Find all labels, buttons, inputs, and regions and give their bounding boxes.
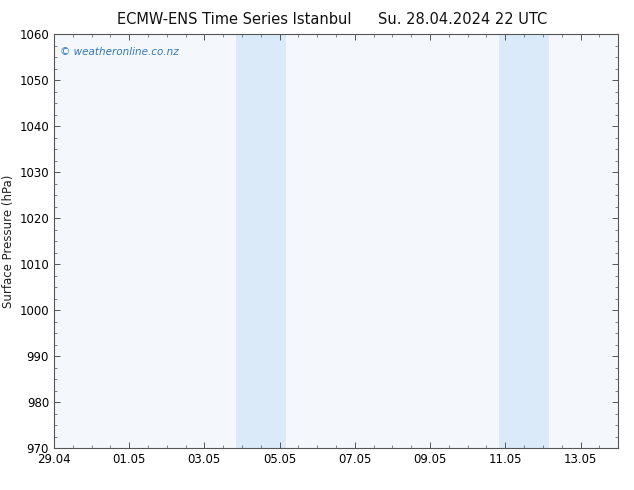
Text: © weatheronline.co.nz: © weatheronline.co.nz bbox=[60, 47, 178, 57]
Y-axis label: Surface Pressure (hPa): Surface Pressure (hPa) bbox=[2, 174, 15, 308]
Bar bbox=[499, 34, 524, 448]
Text: Su. 28.04.2024 22 UTC: Su. 28.04.2024 22 UTC bbox=[378, 12, 547, 27]
Bar bbox=[261, 34, 286, 448]
Bar bbox=[524, 34, 549, 448]
Text: ECMW-ENS Time Series Istanbul: ECMW-ENS Time Series Istanbul bbox=[117, 12, 352, 27]
Bar bbox=[236, 34, 261, 448]
